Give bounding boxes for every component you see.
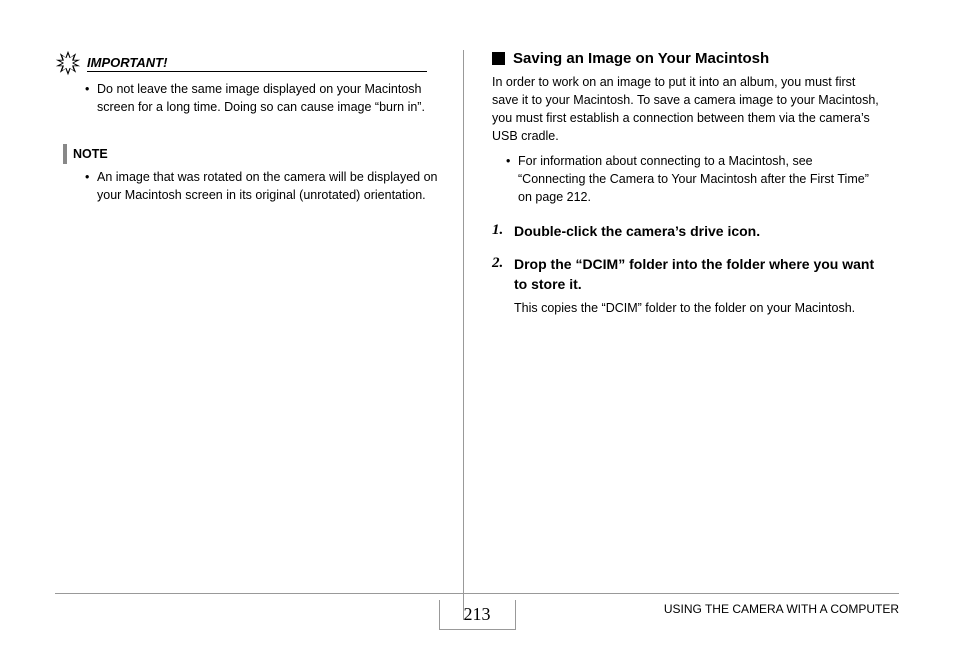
important-bullet-text: Do not leave the same image displayed on… — [85, 80, 443, 116]
important-bullets: Do not leave the same image displayed on… — [55, 80, 443, 116]
important-label: IMPORTANT! — [87, 55, 427, 72]
step-1-title: Double-click the camera’s drive icon. — [514, 222, 760, 242]
note-label: NOTE — [73, 147, 108, 161]
step-2: 2. Drop the “DCIM” folder into the folde… — [492, 255, 883, 316]
content-columns: IMPORTANT! Do not leave the same image d… — [55, 50, 899, 620]
right-column: Saving an Image on Your Macintosh In ord… — [463, 50, 883, 620]
step-2-desc: This copies the “DCIM” folder to the fol… — [514, 299, 883, 317]
info-bullets: For information about connecting to a Ma… — [492, 152, 883, 206]
step-1: 1. Double-click the camera’s drive icon. — [492, 222, 883, 246]
footer-line — [55, 593, 899, 594]
step-2-number: 2. — [492, 255, 514, 316]
page-number: 213 — [439, 600, 516, 630]
note-bullet-text: An image that was rotated on the camera … — [85, 168, 443, 204]
step-1-number: 1. — [492, 222, 514, 246]
square-icon — [492, 52, 505, 65]
footer: 213 USING THE CAMERA WITH A COMPUTER — [55, 593, 899, 630]
footer-section-title: USING THE CAMERA WITH A COMPUTER — [664, 602, 899, 616]
info-bullet-text: For information about connecting to a Ma… — [506, 152, 883, 206]
step-2-title: Drop the “DCIM” folder into the folder w… — [514, 255, 883, 294]
section-intro: In order to work on an image to put it i… — [492, 73, 883, 146]
footer-row: 213 USING THE CAMERA WITH A COMPUTER — [55, 600, 899, 630]
important-header: IMPORTANT! — [55, 50, 443, 76]
note-header: NOTE — [55, 144, 443, 164]
section-title: Saving an Image on Your Macintosh — [513, 50, 769, 67]
note-bullets: An image that was rotated on the camera … — [55, 168, 443, 204]
section-header: Saving an Image on Your Macintosh — [492, 50, 883, 67]
page: IMPORTANT! Do not leave the same image d… — [0, 0, 954, 646]
left-column: IMPORTANT! Do not leave the same image d… — [55, 50, 463, 620]
note-bar-icon — [63, 144, 67, 164]
burst-icon — [55, 50, 81, 76]
